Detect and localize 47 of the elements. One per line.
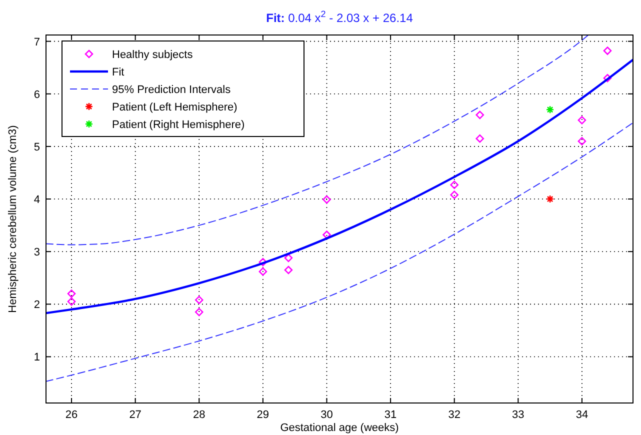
point [603,46,612,55]
y-tick-label: 3 [34,246,40,259]
point [546,194,554,204]
point [476,134,484,143]
x-tick-label: 34 [576,409,588,421]
y-tick-label: 1 [34,352,40,364]
line-series [46,122,633,382]
point [578,137,586,146]
legend-label: Patient (Left Hemisphere) [112,102,238,114]
y-axis-title: Hemispheric cerebellum volume (cm3) [7,125,19,313]
y-tick-label: 2 [34,299,40,312]
point [284,254,293,262]
line-series [46,35,589,246]
x-tick-label: 31 [384,409,397,421]
x-tick-label: 33 [512,409,524,421]
legend-label: Fit [112,66,124,78]
point [284,266,293,274]
point [546,106,554,114]
point [194,308,204,316]
point [194,296,204,304]
y-tick-label: 6 [34,88,40,101]
x-tick-label: 30 [320,409,333,421]
x-tick-label: 27 [129,409,142,421]
x-axis-title: Gestational age (weeks) [280,422,399,434]
point [322,230,331,239]
x-tick-label: 28 [193,409,206,421]
x-tick-label: 26 [65,409,78,421]
legend-label: 95% Prediction Intervals [112,84,232,96]
y-tick-label: 5 [34,141,40,154]
point [322,195,331,204]
point [603,74,612,82]
y-tick-label: 7 [34,36,40,48]
x-tick-label: 32 [448,409,460,421]
y-tick-label: 4 [34,194,40,206]
point [67,297,76,306]
x-tick-label: 29 [256,409,270,421]
point [450,190,458,199]
line-series [46,58,633,314]
point [578,116,586,124]
chart-title: Fit: 0.04 x$^{2}$ - 2.03 x + 26.14 [266,9,414,25]
legend-label: Patient (Right Hemisphere) [112,119,245,131]
point [258,267,268,276]
point [67,290,76,298]
legend-label: Healthy subjects [112,49,194,61]
point [258,258,268,266]
point [450,180,458,189]
point [476,110,484,120]
